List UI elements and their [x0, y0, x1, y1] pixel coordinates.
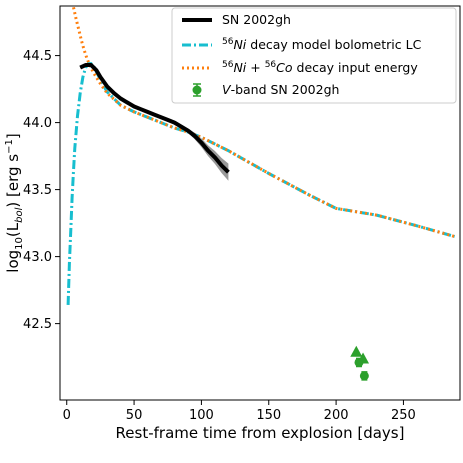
- legend-label-ni-model: 56Ni decay model bolometric LC: [222, 37, 422, 52]
- legend-box: [171, 7, 457, 104]
- legend-handle-vband: [192, 83, 202, 97]
- x-tick-label: 150: [256, 408, 281, 423]
- series-line-sn2002gh: [79, 63, 230, 174]
- legend-label-sn2002gh: SN 2002gh: [222, 12, 291, 27]
- legend-label-ni-co-input: 56Ni + 56Co decay input energy: [222, 60, 418, 75]
- vband-upper-limit-marker: [350, 345, 363, 357]
- legend: SN 2002gh 56Ni decay model bolometric LC…: [171, 7, 457, 104]
- x-tick-label: 50: [126, 408, 143, 423]
- y-tick-label: 44.0: [23, 116, 52, 131]
- x-tick-label: 100: [189, 408, 214, 423]
- vband-point: [354, 357, 364, 367]
- y-tick-label: 44.5: [23, 49, 52, 64]
- series-layer: [66, 6, 456, 381]
- x-tick-label: 200: [324, 408, 349, 423]
- legend-label-vband: V-band SN 2002gh: [222, 82, 339, 97]
- plot-frame: [59, 5, 461, 401]
- y-axis-label: log10(Lbol) [erg s−1]: [4, 133, 25, 272]
- x-tick-label: 0: [63, 408, 71, 423]
- vband-point: [359, 371, 369, 381]
- y-tick-label: 42.5: [23, 317, 52, 332]
- axes-layer: 0 50 100 150 200 250 42.5 43.0 43.5 44.0 44.5: [23, 49, 416, 423]
- x-tick-label: 250: [391, 408, 416, 423]
- plot-area: [66, 6, 456, 381]
- y-tick-label: 43.5: [23, 183, 52, 198]
- x-axis-label: Rest-frame time from explosion [days]: [116, 424, 405, 442]
- y-tick-label: 43.0: [23, 250, 52, 265]
- series-line-ni-co-input: [72, 6, 456, 238]
